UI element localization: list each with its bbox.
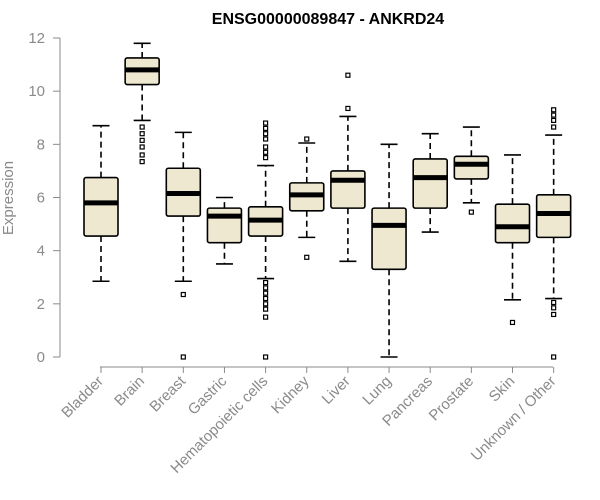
outlier-point [139, 144, 145, 150]
box-group [124, 42, 160, 165]
iqr-box [412, 158, 449, 209]
outlier-point [345, 105, 351, 112]
box-group [412, 132, 449, 233]
iqr-box [453, 155, 490, 180]
box-group [288, 136, 325, 260]
outlier-point [304, 136, 310, 142]
outlier-point [509, 319, 516, 326]
outlier-point [551, 107, 557, 113]
outlier-point [263, 136, 269, 142]
box-group [535, 107, 572, 360]
outlier-point [263, 144, 269, 150]
iqr-box [494, 203, 531, 244]
y-tick-label: 2 [37, 296, 45, 313]
x-tick-label: Liver [319, 373, 354, 408]
x-tick-label: Brain [111, 373, 148, 410]
iqr-box [83, 176, 119, 237]
box-group [165, 131, 202, 360]
y-tick-label: 8 [37, 136, 45, 153]
x-tick-label: Bladder [58, 373, 107, 422]
box-group [206, 196, 243, 265]
x-tick-label: Breast [146, 372, 189, 415]
chart-title: ENSG00000089847 - ANKRD24 [212, 11, 445, 28]
x-tick-label: Prostate [426, 373, 478, 425]
outlier-point [345, 72, 351, 78]
outlier-point [139, 131, 145, 137]
outlier-point [263, 120, 269, 126]
outlier-point [263, 354, 269, 360]
outlier-point [263, 149, 269, 155]
outlier-point [180, 354, 186, 360]
y-tick-label: 6 [37, 190, 45, 207]
y-axis-label: Expression [0, 161, 17, 235]
outlier-point [263, 285, 269, 291]
y-tick-label: 12 [28, 30, 45, 47]
outlier-point [551, 124, 557, 130]
outlier-point [551, 354, 557, 360]
outlier-point [263, 306, 269, 312]
outlier-point [263, 155, 269, 161]
box-group [494, 154, 531, 326]
outlier-point [468, 209, 474, 215]
box-group [453, 126, 490, 215]
outlier-point [551, 112, 557, 118]
outlier-point [139, 124, 145, 130]
outlier-point [304, 254, 310, 260]
iqr-box [371, 207, 407, 271]
outlier-point [551, 305, 557, 311]
outlier-point [551, 311, 557, 318]
outlier-point [551, 299, 557, 306]
y-tick-label: 4 [37, 243, 45, 260]
box-group [330, 72, 366, 263]
boxes [83, 42, 572, 360]
x-tick-label: Kidney [268, 372, 313, 417]
outlier-point [180, 291, 186, 298]
outlier-point [263, 314, 269, 320]
box-group [83, 124, 119, 283]
outlier-point [263, 131, 269, 137]
iqr-box [535, 194, 572, 239]
box-group [247, 120, 284, 360]
outlier-point [139, 137, 145, 143]
x-tick-label: Lung [359, 373, 395, 409]
outlier-point [139, 152, 145, 158]
outlier-point [263, 290, 269, 296]
outlier-point [139, 159, 145, 165]
outlier-point [263, 301, 269, 307]
y-tick-label: 0 [37, 349, 45, 366]
box-group [371, 143, 407, 358]
outlier-point [263, 279, 269, 286]
y-tick-label: 10 [28, 83, 45, 100]
iqr-box [330, 170, 366, 209]
outlier-point [263, 295, 269, 302]
outlier-point [263, 125, 269, 131]
y-ticks: 0 2 4 6 8 10 12 [28, 30, 60, 366]
iqr-box [206, 207, 243, 244]
outlier-point [551, 117, 557, 124]
x-tick-label: Skin [486, 373, 519, 406]
